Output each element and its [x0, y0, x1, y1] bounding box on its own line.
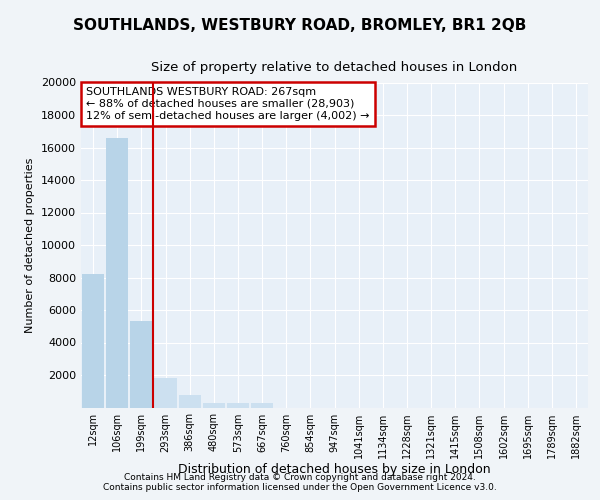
Text: Contains HM Land Registry data © Crown copyright and database right 2024.: Contains HM Land Registry data © Crown c…	[124, 474, 476, 482]
Text: SOUTHLANDS WESTBURY ROAD: 267sqm
← 88% of detached houses are smaller (28,903)
1: SOUTHLANDS WESTBURY ROAD: 267sqm ← 88% o…	[86, 88, 370, 120]
Bar	[251, 404, 273, 407]
Bar	[130, 322, 152, 408]
Bar	[203, 402, 225, 407]
Bar	[227, 404, 249, 407]
Text: Contains public sector information licensed under the Open Government Licence v3: Contains public sector information licen…	[103, 484, 497, 492]
Y-axis label: Number of detached properties: Number of detached properties	[25, 158, 35, 332]
Bar	[179, 394, 201, 407]
Text: SOUTHLANDS, WESTBURY ROAD, BROMLEY, BR1 2QB: SOUTHLANDS, WESTBURY ROAD, BROMLEY, BR1 …	[73, 18, 527, 32]
X-axis label: Distribution of detached houses by size in London: Distribution of detached houses by size …	[178, 464, 491, 476]
Title: Size of property relative to detached houses in London: Size of property relative to detached ho…	[151, 62, 518, 74]
Bar	[154, 378, 176, 408]
Bar	[82, 274, 104, 407]
Bar	[106, 138, 128, 407]
